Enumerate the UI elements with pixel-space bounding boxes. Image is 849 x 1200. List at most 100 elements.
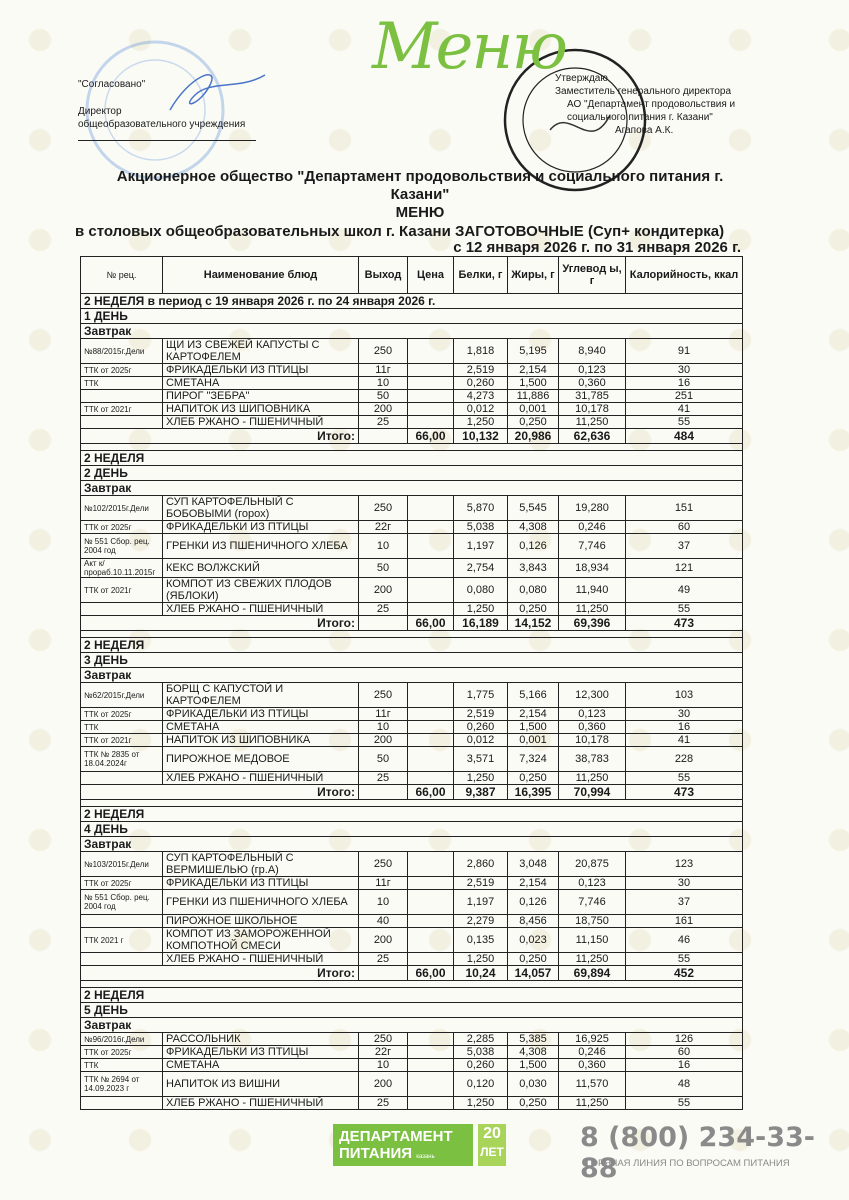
table-row: ТТК № 2694 от 14.09.2023 г НАПИТОК ИЗ ВИШ…: [80, 1071, 743, 1097]
col-calories: Калорийность, ккал: [625, 256, 743, 294]
recipe-code: [80, 952, 163, 966]
week-row-label: 2 НЕДЕЛЯ: [80, 450, 743, 466]
total-calories: 473: [625, 615, 743, 631]
dish-fat: 3,843: [507, 558, 559, 578]
dish-calories: 161: [625, 914, 743, 928]
dish-output: 11г: [358, 876, 408, 890]
table-row: ТТК от 2025г ФРИКАДЕЛЬКИ ИЗ ПТИЦЫ 11г 2,519…: [80, 363, 743, 377]
total-protein: 10,24: [453, 965, 508, 981]
recipe-code: ТТК: [80, 376, 163, 390]
week-row: 2 НЕДЕЛЯ: [80, 450, 743, 466]
col-output: Выход: [358, 256, 408, 294]
dish-price: [407, 1096, 454, 1110]
dish-calories: 91: [625, 338, 743, 364]
dish-price: [407, 558, 454, 578]
meal-row: Завтрак: [80, 1017, 743, 1033]
day-row-label: 5 ДЕНЬ: [80, 1002, 743, 1018]
dish-protein: 5,038: [453, 520, 508, 534]
dish-fat: 0,001: [507, 733, 559, 747]
week-row-label: 2 НЕДЕЛЯ: [80, 806, 743, 822]
table-row: ТТК от 2025г ФРИКАДЕЛЬКИ ИЗ ПТИЦЫ 11г 2,519…: [80, 707, 743, 721]
brand-logo: ДЕПАРТАМЕНТ ПИТАНИЯ казань: [333, 1124, 473, 1166]
org-line-2: Казани": [390, 186, 450, 203]
dish-fat: 11,886: [507, 389, 559, 403]
total-price: 66,00: [407, 784, 454, 800]
section-gap: [80, 630, 743, 638]
dish-output: 250: [358, 851, 408, 877]
recipe-code: №102/2015г.Дели: [80, 495, 163, 521]
dish-price: [407, 876, 454, 890]
dish-fat: 7,324: [507, 746, 559, 772]
total-calories: 473: [625, 784, 743, 800]
dish-price: [407, 415, 454, 429]
dish-calories: 123: [625, 851, 743, 877]
table-header-row: № рец. Наименование блюд Выход Цена Белк…: [80, 256, 743, 294]
dish-carbs: 0,246: [558, 1045, 626, 1059]
dish-calories: 55: [625, 952, 743, 966]
dish-carbs: 20,875: [558, 851, 626, 877]
recipe-code: [80, 1096, 163, 1110]
col-protein: Белки, г: [453, 256, 508, 294]
dish-protein: 0,012: [453, 733, 508, 747]
dish-fat: 4,308: [507, 1045, 559, 1059]
dish-carbs: 11,250: [558, 415, 626, 429]
total-output: [358, 965, 408, 981]
total-price: 66,00: [407, 615, 454, 631]
recipe-code: №62/2015г.Дели: [80, 682, 163, 708]
dish-protein: 0,135: [453, 927, 508, 953]
total-label: Итого:: [80, 784, 359, 800]
dish-fat: 0,126: [507, 889, 559, 915]
dish-carbs: 0,123: [558, 707, 626, 721]
dish-output: 200: [358, 1071, 408, 1097]
dish-output: 250: [358, 495, 408, 521]
recipe-code: ТТК от 2025г: [80, 520, 163, 534]
recipe-code: [80, 415, 163, 429]
table-row: ХЛЕБ РЖАНО - ПШЕНИЧНЫЙ 25 1,250 0,250 11,250…: [80, 952, 743, 966]
dish-fat: 0,250: [507, 415, 559, 429]
dish-carbs: 10,178: [558, 733, 626, 747]
total-fat: 16,395: [507, 784, 559, 800]
dish-carbs: 0,246: [558, 520, 626, 534]
dish-output: 22г: [358, 1045, 408, 1059]
dish-price: [407, 533, 454, 559]
total-carbs: 69,396: [558, 615, 626, 631]
total-calories: 452: [625, 965, 743, 981]
dish-calories: 103: [625, 682, 743, 708]
dish-protein: 0,080: [453, 577, 508, 603]
signature-line: [78, 140, 256, 141]
dish-name: ПИРОГ "ЗЕБРА": [162, 389, 359, 403]
dish-name: СМЕТАНА: [162, 720, 359, 734]
dish-price: [407, 927, 454, 953]
dish-protein: 2,279: [453, 914, 508, 928]
dish-carbs: 0,123: [558, 363, 626, 377]
dish-protein: 0,012: [453, 402, 508, 416]
dish-name: НАПИТОК ИЗ ВИШНИ: [162, 1071, 359, 1097]
dish-name: РАССОЛЬНИК: [162, 1032, 359, 1046]
dish-price: [407, 402, 454, 416]
total-row: Итого: 66,00 9,387 16,395 70,994 473: [80, 784, 743, 800]
dish-calories: 30: [625, 876, 743, 890]
dish-protein: 5,038: [453, 1045, 508, 1059]
day-row: 1 ДЕНЬ: [80, 308, 743, 324]
dish-output: 200: [358, 402, 408, 416]
dish-fat: 4,308: [507, 520, 559, 534]
total-output: [358, 784, 408, 800]
dish-name: ХЛЕБ РЖАНО - ПШЕНИЧНЫЙ: [162, 602, 359, 616]
approved-role-1: Директор: [78, 106, 122, 117]
dish-calories: 30: [625, 363, 743, 377]
dish-calories: 16: [625, 720, 743, 734]
dish-calories: 48: [625, 1071, 743, 1097]
dish-carbs: 0,360: [558, 1058, 626, 1072]
dish-calories: 55: [625, 415, 743, 429]
dish-name: ФРИКАДЕЛЬКИ ИЗ ПТИЦЫ: [162, 876, 359, 890]
dish-output: 25: [358, 415, 408, 429]
table-row: ТТК от 2021г НАПИТОК ИЗ ШИПОВНИКА 200 0,012…: [80, 733, 743, 747]
dish-calories: 55: [625, 771, 743, 785]
week-row-label: 2 НЕДЕЛЯ в период с 19 января 2026 г. по…: [80, 293, 743, 309]
table-row: ХЛЕБ РЖАНО - ПШЕНИЧНЫЙ 25 1,250 0,250 11,250…: [80, 415, 743, 429]
day-row-label: 1 ДЕНЬ: [80, 308, 743, 324]
dish-price: [407, 682, 454, 708]
total-row: Итого: 66,00 16,189 14,152 69,396 473: [80, 615, 743, 631]
dish-price: [407, 707, 454, 721]
dish-calories: 41: [625, 733, 743, 747]
